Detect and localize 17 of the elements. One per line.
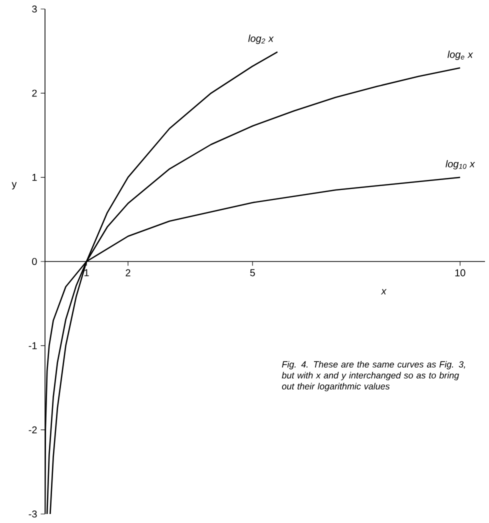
y-tick-label: 2 [32,90,37,97]
x-tick-label: 2 [126,269,130,276]
series-label: log$_{2}$ x [248,34,274,44]
x-tick-label: 5 [250,269,255,276]
x-tick-label: 10 [455,269,466,276]
y-tick-label: 1 [32,174,37,181]
x-axis-title: x [380,289,387,294]
x-tick-label: 1 [84,269,89,276]
y-tick-label: 3 [32,5,37,13]
y-tick-label: -3 [28,510,37,518]
series-label: log$_{e}$ x [448,50,474,60]
y-axis-title: y [12,182,17,190]
y-tick-label: 0 [32,258,37,266]
y-tick-label: -2 [28,426,37,434]
annotation: Fig. 4. These are the same curves as Fig. 3, but with x and y interchanged so as to bring out their logarithmic values [282,360,466,392]
series-label: log$_{10}$ x [446,160,476,170]
y-tick-label: -1 [28,342,37,350]
